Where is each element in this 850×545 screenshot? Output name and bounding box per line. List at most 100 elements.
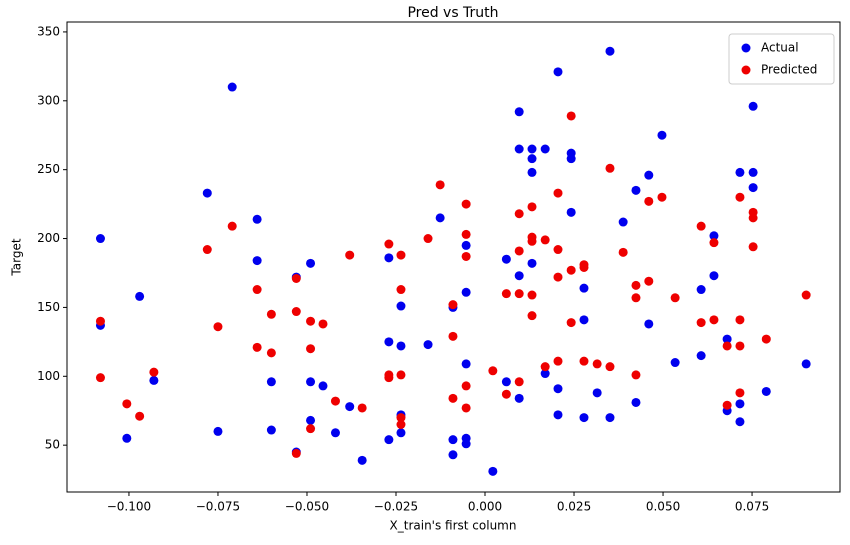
x-tick-label: −0.025: [374, 500, 418, 514]
x-tick-label: 0.000: [468, 500, 502, 514]
point: [384, 337, 394, 347]
point: [579, 315, 589, 325]
point: [227, 82, 237, 92]
point: [527, 236, 537, 246]
point: [202, 245, 212, 255]
point: [149, 375, 159, 385]
point: [435, 180, 445, 190]
point: [527, 144, 537, 154]
point: [122, 433, 132, 443]
point: [135, 291, 145, 301]
point: [384, 253, 394, 263]
point: [318, 381, 328, 391]
point: [722, 341, 732, 351]
point: [461, 251, 471, 261]
point: [540, 235, 550, 245]
point: [488, 466, 498, 476]
point: [501, 377, 511, 387]
point: [527, 258, 537, 268]
point: [306, 258, 316, 268]
point: [761, 386, 771, 396]
point: [514, 393, 524, 403]
point: [566, 207, 576, 217]
point: [553, 245, 563, 255]
point: [748, 242, 758, 252]
point: [266, 348, 276, 358]
point: [566, 111, 576, 121]
legend-box: [728, 33, 835, 85]
point: [631, 370, 641, 380]
point: [306, 377, 316, 387]
point: [670, 293, 680, 303]
point: [527, 202, 537, 212]
point: [345, 250, 355, 260]
point: [514, 271, 524, 281]
legend-label: Actual: [761, 41, 799, 55]
point: [644, 170, 654, 180]
point: [540, 369, 550, 379]
point: [266, 309, 276, 319]
point: [553, 272, 563, 282]
point: [501, 254, 511, 264]
point: [448, 300, 458, 310]
point: [396, 420, 406, 430]
x-tick-label: 0.075: [735, 500, 769, 514]
point: [514, 289, 524, 299]
point: [501, 289, 511, 299]
point: [461, 403, 471, 413]
point: [527, 167, 537, 177]
point: [461, 229, 471, 239]
point: [566, 318, 576, 328]
point: [345, 402, 355, 412]
point: [553, 356, 563, 366]
point: [579, 262, 589, 272]
point: [644, 276, 654, 286]
point: [252, 214, 262, 224]
x-tick-label: −0.100: [107, 500, 151, 514]
point: [748, 101, 758, 111]
y-tick-label: 100: [37, 369, 60, 383]
point: [213, 322, 223, 332]
x-tick-label: −0.075: [196, 500, 240, 514]
point: [527, 154, 537, 164]
x-tick-label: 0.025: [557, 500, 591, 514]
point: [527, 290, 537, 300]
point: [514, 377, 524, 387]
point: [95, 373, 105, 383]
point: [514, 209, 524, 219]
point: [448, 393, 458, 403]
point: [696, 318, 706, 328]
point: [396, 428, 406, 438]
y-tick-label: 150: [37, 300, 60, 314]
point: [488, 366, 498, 376]
point: [461, 381, 471, 391]
point: [396, 301, 406, 311]
point: [396, 341, 406, 351]
point: [461, 287, 471, 297]
point: [448, 331, 458, 341]
point: [566, 265, 576, 275]
point: [553, 384, 563, 394]
point: [722, 400, 732, 410]
y-tick-label: 200: [37, 231, 60, 245]
point: [605, 362, 615, 372]
point: [696, 285, 706, 295]
point: [461, 359, 471, 369]
point: [735, 167, 745, 177]
point: [396, 250, 406, 260]
point: [122, 399, 132, 409]
point: [461, 240, 471, 250]
point: [357, 403, 367, 413]
point: [696, 351, 706, 361]
point: [631, 293, 641, 303]
point: [135, 411, 145, 421]
legend-marker: [741, 43, 751, 53]
point: [709, 231, 719, 241]
point: [605, 46, 615, 56]
point: [514, 107, 524, 117]
point: [735, 417, 745, 427]
point: [579, 413, 589, 423]
point: [291, 273, 301, 283]
point: [384, 435, 394, 445]
point: [514, 144, 524, 154]
